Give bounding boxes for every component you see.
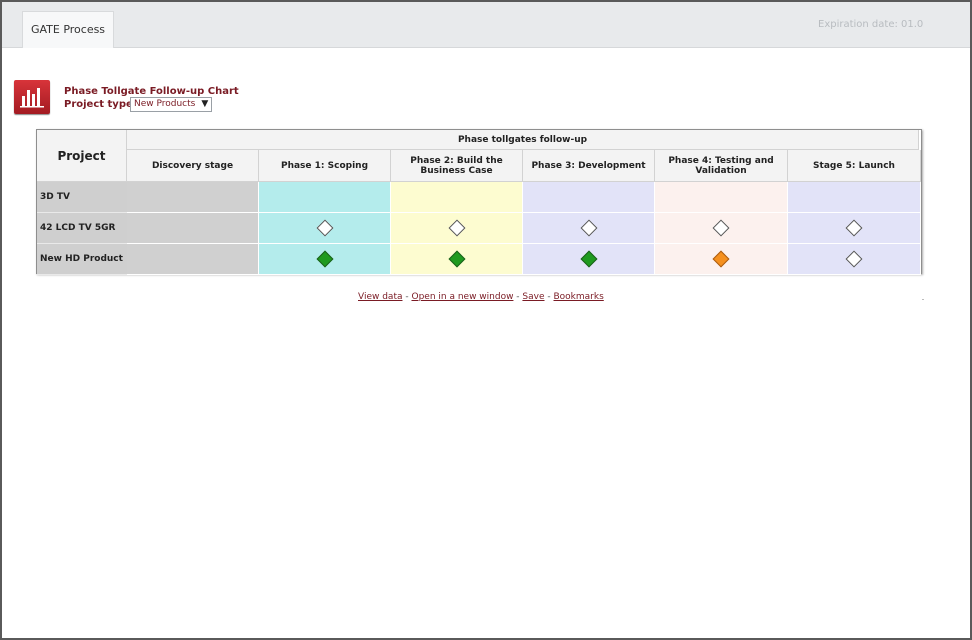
green-diamond-icon[interactable] (316, 250, 333, 268)
group-header: Phase tollgates follow-up (127, 130, 919, 150)
project-row-label[interactable]: 42 LCD TV 5GR (37, 213, 127, 244)
stage-cell (259, 213, 391, 244)
stage-header: Discovery stage (127, 150, 259, 182)
empty-diamond-icon[interactable] (845, 219, 863, 237)
empty-diamond-icon[interactable] (845, 250, 863, 268)
project-header: Project (37, 130, 127, 182)
separator: - (402, 292, 412, 302)
stage-cell (259, 244, 391, 275)
tab-gate-process[interactable]: GATE Process (22, 11, 114, 48)
stage-cell (391, 182, 523, 213)
save-link[interactable]: Save (522, 292, 545, 302)
stage-cell (655, 213, 788, 244)
empty-diamond-icon[interactable] (712, 219, 730, 237)
project-row-label[interactable]: New HD Product (37, 244, 127, 275)
open-window-link[interactable]: Open in a new window (411, 292, 514, 302)
stage-cell (127, 244, 259, 275)
stage-cell (788, 182, 921, 213)
project-type-select[interactable]: New Products ▼ (130, 97, 213, 112)
resize-dot (922, 299, 924, 300)
stage-cell (127, 182, 259, 213)
stage-cell (523, 244, 655, 275)
footer-links: View data - Open in a new window - Save … (358, 292, 604, 302)
stage-header: Phase 3: Development (523, 150, 655, 182)
stage-cell (127, 213, 259, 244)
stage-cell (655, 244, 788, 275)
stage-header: Phase 4: Testing and Validation (655, 150, 788, 182)
project-type-label: Project type (64, 99, 133, 110)
expiration-date: Expiration date: 01.02.2 (818, 19, 924, 30)
bookmarks-link[interactable]: Bookmarks (553, 292, 604, 302)
stage-cell (391, 244, 523, 275)
stage-cell (259, 182, 391, 213)
stage-cell (391, 213, 523, 244)
empty-diamond-icon[interactable] (316, 219, 333, 237)
stage-cell (523, 182, 655, 213)
chart-title: Phase Tollgate Follow-up Chart (64, 86, 239, 97)
empty-diamond-icon[interactable] (580, 219, 597, 237)
dropdown-arrow-icon: ▼ (201, 99, 209, 109)
stage-cell (523, 213, 655, 244)
stage-cell (788, 244, 921, 275)
stage-header: Phase 2: Build the Business Case (391, 150, 523, 182)
green-diamond-icon[interactable] (448, 250, 465, 268)
project-type-value: New Products (134, 99, 196, 109)
stage-header: Phase 1: Scoping (259, 150, 391, 182)
separator: - (544, 292, 554, 302)
bar-chart-icon (14, 80, 50, 114)
stage-cell (655, 182, 788, 213)
stage-cell (788, 213, 921, 244)
empty-diamond-icon[interactable] (448, 219, 465, 237)
stage-header: Stage 5: Launch (788, 150, 921, 182)
orange-diamond-icon[interactable] (712, 250, 730, 268)
green-diamond-icon[interactable] (580, 250, 597, 268)
project-row-label[interactable]: 3D TV (37, 182, 127, 213)
top-bar: GATE Process Expiration date: 01.02.2 (2, 2, 970, 48)
view-data-link[interactable]: View data (358, 292, 403, 302)
tollgate-grid: Project Phase tollgates follow-up Discover… (36, 129, 922, 275)
separator: - (513, 292, 523, 302)
